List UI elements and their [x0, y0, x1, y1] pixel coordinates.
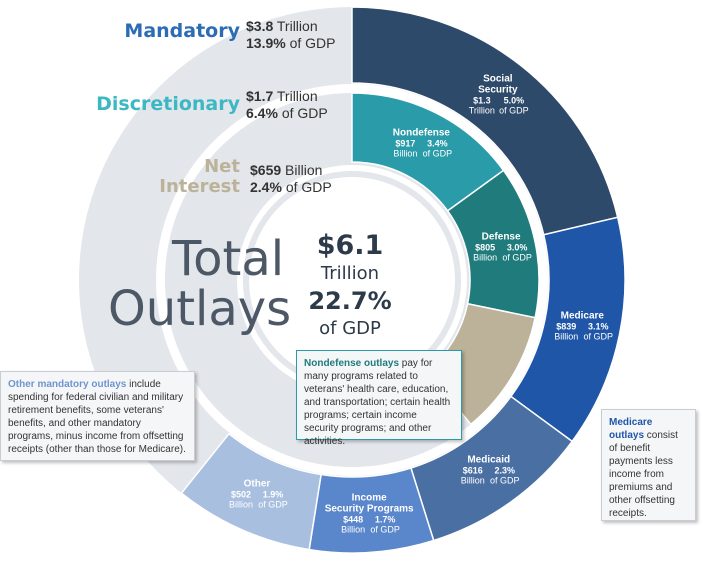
slice-amount-text: $616: [463, 466, 483, 476]
inner-label-defense: Defense$805 3.0% Billion of GDP: [473, 231, 532, 262]
slice-amount-text: Billion: [473, 252, 497, 262]
total-unit: Trillion: [320, 263, 380, 284]
slice-amount-text: Billion: [229, 499, 253, 509]
slice-gdp-text: 1.7%: [375, 514, 396, 524]
slice-gdp-text: 3.4%: [427, 139, 448, 149]
medicare-note-text: consist of benefit payments less income …: [609, 430, 678, 519]
net-interest-gdp-pct: 2.4%: [250, 179, 282, 195]
net-interest-heading-line2: Interest: [159, 176, 240, 197]
slice-name-text: Social: [483, 74, 513, 85]
mandatory-heading: Mandatory: [124, 20, 240, 42]
inner-label-nondefense: Nondefense$917 3.4% Billion of GDP: [393, 128, 452, 159]
nondefense-note-text: pay for many programs related to veteran…: [304, 358, 451, 447]
center-hole: [237, 165, 467, 395]
net-interest-heading-line1: Net: [204, 156, 240, 177]
total-word-2: Outlays: [108, 281, 292, 337]
slice-name-text: Other: [244, 478, 271, 489]
slice-amount-text: $805: [475, 242, 495, 252]
nondefense-note-lead: Nondefense outlays: [304, 358, 400, 369]
slice-amount-text: Billion: [461, 476, 485, 486]
slice-gdp-text: of GDP: [499, 106, 529, 116]
slice-name-text: Nondefense: [393, 128, 451, 139]
outer-label-medicaid: Medicaid$616 2.3% Billion of GDP: [461, 455, 520, 486]
slice-name-text: Medicaid: [467, 455, 510, 466]
total-gdp-pct: 22.7%: [308, 287, 392, 315]
other-mandatory-note-text: include spending for federal civilian an…: [8, 379, 186, 455]
medicare-note-lead: Medicare outlays: [609, 417, 653, 441]
total-amount: $6.1: [316, 230, 384, 261]
net-interest-unit: Billion: [285, 162, 323, 178]
nondefense-note: Nondefense outlays pay for many programs…: [296, 350, 462, 447]
slice-amount-text: $502: [231, 489, 251, 499]
slice-amount-text: $1.3: [473, 96, 491, 106]
mandatory-unit: Trillion: [276, 18, 318, 34]
outer-slice-other: [180, 432, 322, 551]
slice-name-text: Income: [352, 492, 387, 503]
total-word-1: Total: [172, 231, 285, 287]
other-mandatory-note-lead: Other mandatory outlays: [8, 379, 127, 390]
slice-gdp-text: 5.0%: [504, 96, 525, 106]
slice-gdp-text: of GDP: [502, 252, 532, 262]
slice-gdp-text: of GDP: [258, 499, 288, 509]
slice-name-text: Medicare: [561, 310, 605, 321]
mandatory-gdp-label: of GDP: [289, 35, 336, 51]
net-interest-value: $659 Billion 2.4% of GDP: [250, 162, 332, 196]
slice-gdp-text: 3.0%: [507, 242, 528, 252]
other-mandatory-note: Other mandatory outlays include spending…: [0, 371, 195, 461]
slice-amount-text: $839: [556, 321, 576, 331]
discretionary-amount: $1.7: [246, 88, 274, 104]
slice-gdp-text: 2.3%: [494, 466, 515, 476]
slice-gdp-text: of GDP: [370, 524, 400, 534]
discretionary-gdp-label: of GDP: [281, 105, 328, 121]
slice-gdp-text: of GDP: [423, 149, 453, 159]
mandatory-gdp-pct: 13.9%: [246, 35, 286, 51]
slice-amount-text: Billion: [393, 149, 417, 159]
slice-amount-text: Billion: [341, 524, 365, 534]
total-gdp-label: of GDP: [319, 318, 381, 339]
discretionary-heading: Discretionary: [96, 93, 240, 115]
slice-gdp-text: 3.1%: [588, 321, 609, 331]
slice-name-text: Security Programs: [325, 503, 414, 514]
slice-name-text: Defense: [482, 231, 521, 242]
slice-name-text: Security: [478, 85, 518, 96]
slice-amount-text: Billion: [554, 331, 578, 341]
slice-gdp-text: of GDP: [490, 476, 520, 486]
medicare-note: Medicare outlays consist of benefit paym…: [601, 409, 696, 521]
mandatory-value: $3.8 Trillion 13.9% of GDP: [246, 18, 336, 52]
net-interest-gdp-label: of GDP: [285, 179, 332, 195]
discretionary-gdp-pct: 6.4%: [246, 105, 278, 121]
outer-label-medicare: Medicare$839 3.1% Billion of GDP: [554, 310, 613, 341]
mandatory-amount: $3.8: [246, 18, 274, 34]
discretionary-value: $1.7 Trillion 6.4% of GDP: [246, 88, 328, 122]
net-interest-amount: $659: [250, 162, 282, 178]
slice-gdp-text: 1.9%: [263, 489, 284, 499]
outer-label-other: Other$502 1.9% Billion of GDP: [229, 478, 288, 509]
slice-gdp-text: of GDP: [584, 331, 614, 341]
discretionary-unit: Trillion: [276, 88, 318, 104]
slice-amount-text: $917: [395, 139, 415, 149]
net-interest-heading: Net Interest: [140, 157, 240, 197]
slice-amount-text: $448: [343, 514, 363, 524]
slice-amount-text: Trillion: [469, 106, 495, 116]
